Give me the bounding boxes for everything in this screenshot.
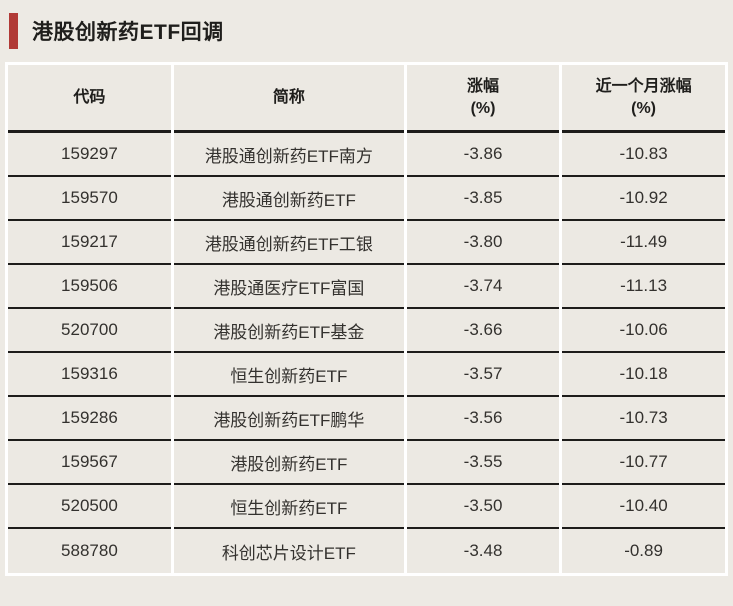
cell-change-pct: -3.50: [406, 485, 560, 529]
cell-month-change-pct: -10.73: [562, 397, 725, 441]
section-header: 港股创新药ETF回调: [0, 0, 733, 62]
title-accent-bar: [9, 13, 18, 49]
cell-name: 港股通创新药ETF南方: [173, 133, 404, 177]
cell-code: 159567: [8, 441, 171, 485]
cell-change-pct: -3.85: [406, 177, 560, 221]
table-row: 588780 科创芯片设计ETF -3.48 -0.89: [8, 529, 725, 573]
cell-name: 恒生创新药ETF: [173, 485, 404, 529]
cell-change-pct: -3.55: [406, 441, 560, 485]
cell-month-change-pct: -10.77: [562, 441, 725, 485]
column-header-label: 涨幅: [467, 77, 500, 95]
column-header-label: 近一个月涨幅: [595, 77, 692, 95]
column-header-month: 近一个月涨幅 (%): [562, 65, 725, 133]
column-header-change: 涨幅 (%): [406, 65, 560, 133]
table-row: 159297 港股通创新药ETF南方 -3.86 -10.83: [8, 133, 725, 177]
cell-change-pct: -3.80: [406, 221, 560, 265]
cell-code: 520500: [8, 485, 171, 529]
table-row: 520500 恒生创新药ETF -3.50 -10.40: [8, 485, 725, 529]
table-row: 159316 恒生创新药ETF -3.57 -10.18: [8, 353, 725, 397]
table-row: 159570 港股通创新药ETF -3.85 -10.92: [8, 177, 725, 221]
cell-code: 159286: [8, 397, 171, 441]
cell-month-change-pct: -11.49: [562, 221, 725, 265]
cell-name: 港股创新药ETF鹏华: [173, 397, 404, 441]
cell-change-pct: -3.48: [406, 529, 560, 573]
cell-month-change-pct: -0.89: [562, 529, 725, 573]
cell-code: 159297: [8, 133, 171, 177]
cell-name: 恒生创新药ETF: [173, 353, 404, 397]
column-header-label: 代码: [73, 88, 106, 106]
table-header: 代码 简称 涨幅 (%) 近一个月涨幅 (%): [8, 65, 725, 133]
cell-change-pct: -3.86: [406, 133, 560, 177]
cell-code: 588780: [8, 529, 171, 573]
cell-month-change-pct: -11.13: [562, 265, 725, 309]
cell-change-pct: -3.66: [406, 309, 560, 353]
column-header-unit: (%): [470, 99, 496, 117]
etf-pullback-graphic: 港股创新药ETF回调 代码 简称 涨幅 (%) 近一个月涨幅 (%) 159297 港股通创…: [0, 0, 733, 576]
cell-code: 159316: [8, 353, 171, 397]
cell-name: 科创芯片设计ETF: [173, 529, 404, 573]
table-header-row: 代码 简称 涨幅 (%) 近一个月涨幅 (%): [8, 65, 725, 133]
cell-change-pct: -3.56: [406, 397, 560, 441]
table-row: 159567 港股创新药ETF -3.55 -10.77: [8, 441, 725, 485]
table-body: 159297 港股通创新药ETF南方 -3.86 -10.83 159570 港股通创新药…: [8, 133, 725, 573]
cell-name: 港股创新药ETF基金: [173, 309, 404, 353]
table-row: 159506 港股通医疗ETF富国 -3.74 -11.13: [8, 265, 725, 309]
column-header-unit: (%): [631, 99, 657, 117]
cell-code: 159570: [8, 177, 171, 221]
table-row: 520700 港股创新药ETF基金 -3.66 -10.06: [8, 309, 725, 353]
column-header-code: 代码: [8, 65, 171, 133]
cell-name: 港股通医疗ETF富国: [173, 265, 404, 309]
cell-code: 159217: [8, 221, 171, 265]
etf-table: 代码 简称 涨幅 (%) 近一个月涨幅 (%) 159297 港股通创新药ETF南方 -3.8…: [5, 65, 728, 573]
column-header-name: 简称: [173, 65, 404, 133]
cell-name: 港股通创新药ETF工银: [173, 221, 404, 265]
cell-month-change-pct: -10.18: [562, 353, 725, 397]
cell-month-change-pct: -10.40: [562, 485, 725, 529]
cell-month-change-pct: -10.83: [562, 133, 725, 177]
cell-name: 港股通创新药ETF: [173, 177, 404, 221]
cell-month-change-pct: -10.92: [562, 177, 725, 221]
table-row: 159217 港股通创新药ETF工银 -3.80 -11.49: [8, 221, 725, 265]
cell-code: 520700: [8, 309, 171, 353]
column-header-label: 简称: [272, 88, 305, 106]
cell-code: 159506: [8, 265, 171, 309]
page-title: 港股创新药ETF回调: [32, 21, 224, 44]
cell-change-pct: -3.74: [406, 265, 560, 309]
etf-table-container: 代码 简称 涨幅 (%) 近一个月涨幅 (%) 159297 港股通创新药ETF南方 -3.8…: [5, 62, 728, 576]
cell-month-change-pct: -10.06: [562, 309, 725, 353]
cell-change-pct: -3.57: [406, 353, 560, 397]
table-row: 159286 港股创新药ETF鹏华 -3.56 -10.73: [8, 397, 725, 441]
cell-name: 港股创新药ETF: [173, 441, 404, 485]
